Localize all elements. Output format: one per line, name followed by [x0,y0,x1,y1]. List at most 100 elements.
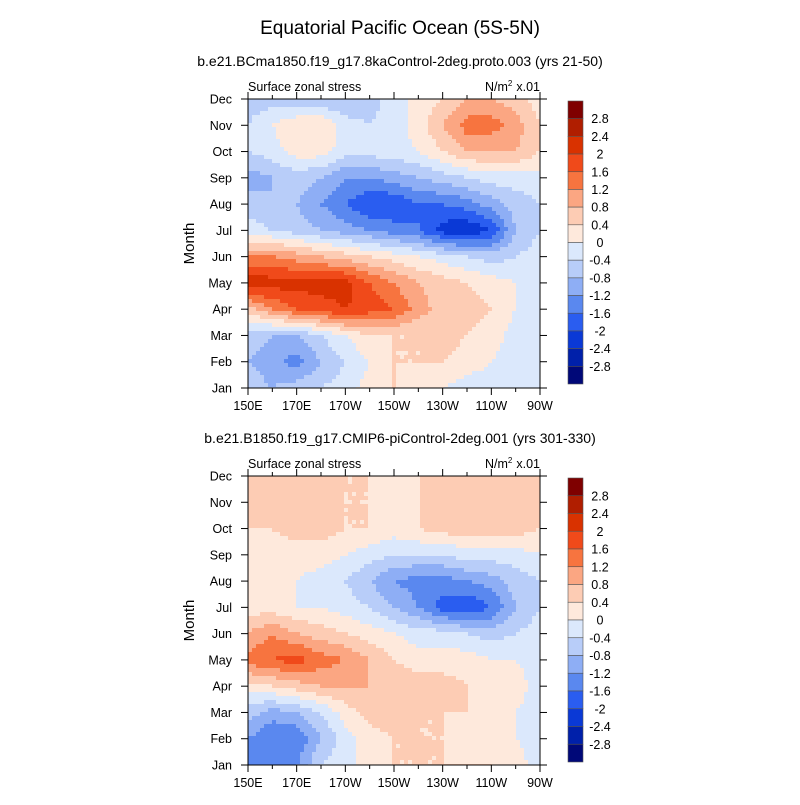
contour-cell [376,291,381,296]
contour-cell [528,235,533,240]
contour-cell [292,347,297,352]
contour-cell [452,143,457,148]
contour-cell [440,103,445,108]
contour-cell [280,187,285,192]
contour-cell [404,327,409,332]
contour-cell [384,207,389,212]
contour-cell [396,195,401,200]
contour-cell [436,283,441,288]
contour-cell [468,203,473,208]
contour-cell [376,231,381,236]
contour-cell [468,183,473,188]
contour-cell [464,347,469,352]
contour-cell [356,263,361,268]
contour-cell [284,99,289,104]
contour-cell [272,135,277,140]
contour-cell [384,171,389,176]
contour-cell [400,259,405,264]
contour-cell [292,183,297,188]
contour-cell [484,359,489,364]
contour-cell [472,287,477,292]
contour-cell [484,339,489,344]
contour-cell [416,187,421,192]
contour-cell [408,203,413,208]
contour-cell [296,371,301,376]
contour-cell [396,271,401,276]
contour-cell [396,139,401,144]
contour-cell [452,235,457,240]
contour-cell [436,139,441,144]
contour-cell [428,291,433,296]
contour-cell [408,259,413,264]
contour-cell [432,363,437,368]
contour-cell [528,163,533,168]
contour-cell [284,199,289,204]
contour-cell [436,119,441,124]
contour-cell [408,199,413,204]
contour-cell [472,119,477,124]
contour-cell [524,111,529,116]
contour-cell [452,183,457,188]
contour-cell [460,175,465,180]
contour-cell [444,271,449,276]
contour-cell [368,167,373,172]
contour-cell [492,295,497,300]
contour-cell [332,359,337,364]
contour-cell [528,287,533,292]
contour-cell [440,151,445,156]
contour-cell [388,167,393,172]
contour-cell [428,303,433,308]
contour-cell [392,295,397,300]
contour-cell [268,291,273,296]
contour-cell [388,139,393,144]
contour-cell [452,179,457,184]
contour-cell [400,183,405,188]
contour-cell [364,279,369,284]
contour-cell [332,215,337,220]
contour-cell [376,283,381,288]
contour-cell [264,123,269,128]
contour-cell [404,251,409,256]
contour-cell [276,115,281,120]
contour-cell [464,159,469,164]
contour-cell [268,299,273,304]
contour-cell [476,143,481,148]
contour-cell [332,127,337,132]
contour-cell [380,147,385,152]
contour-cell [316,159,321,164]
contour-cell [524,103,529,108]
contour-cell [332,311,337,316]
contour-cell [316,359,321,364]
contour-cell [264,183,269,188]
contour-cell [468,247,473,252]
contour-cell [296,179,301,184]
contour-cell [460,103,465,108]
contour-cell [404,163,409,168]
contour-cell [480,315,485,320]
contour-cell [300,203,305,208]
contour-cell [264,159,269,164]
contour-cell [464,271,469,276]
contour-cell [436,259,441,264]
contour-cell [372,275,377,280]
contour-cell [512,367,517,372]
contour-cell [268,283,273,288]
contour-cell [400,339,405,344]
contour-cell [316,275,321,280]
contour-cell [388,331,393,336]
contour-cell [276,191,281,196]
contour-cell [316,371,321,376]
contour-cell [408,255,413,260]
contour-cell [408,311,413,316]
contour-cell [444,363,449,368]
contour-cell [456,127,461,132]
contour-cell [448,191,453,196]
contour-cell [280,263,285,268]
contour-cell [372,267,377,272]
contour-cell [280,147,285,152]
contour-cell [376,327,381,332]
contour-cell [276,331,281,336]
contour-cell [412,255,417,260]
contour-cell [352,211,357,216]
contour-cell [292,327,297,332]
